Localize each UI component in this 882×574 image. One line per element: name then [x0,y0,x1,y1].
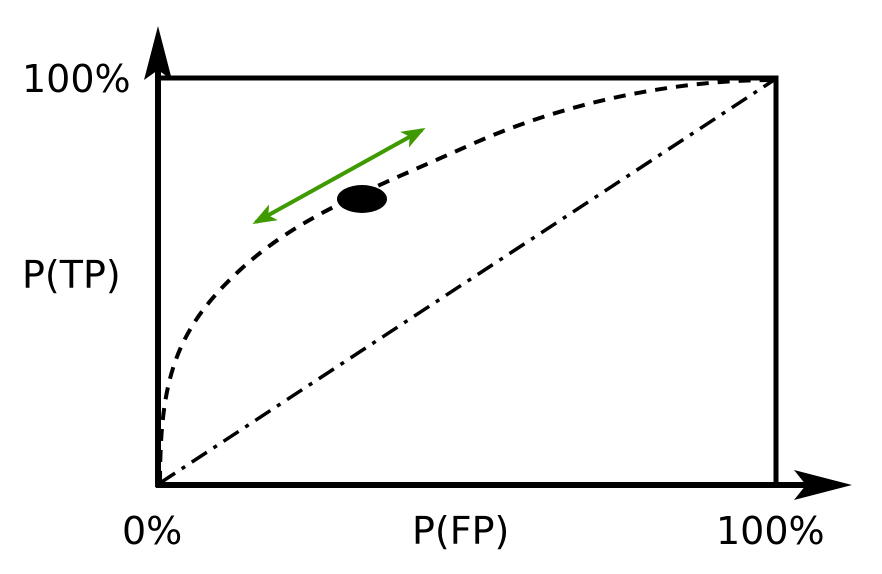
operating-point [337,185,387,213]
y-top-label: 100% [22,57,131,101]
plot-frame [155,75,779,488]
chance-diagonal [159,78,775,485]
x-right-label: 100% [716,509,825,553]
y-axis-arrowhead [144,26,172,80]
threshold-arrow [252,128,426,224]
x-axis-arrowhead [794,470,852,500]
y-axis-label: P(TP) [22,253,121,297]
x-axis-label: P(FP) [412,509,509,553]
roc-curve [158,78,775,484]
x-origin-label: 0% [122,509,182,553]
